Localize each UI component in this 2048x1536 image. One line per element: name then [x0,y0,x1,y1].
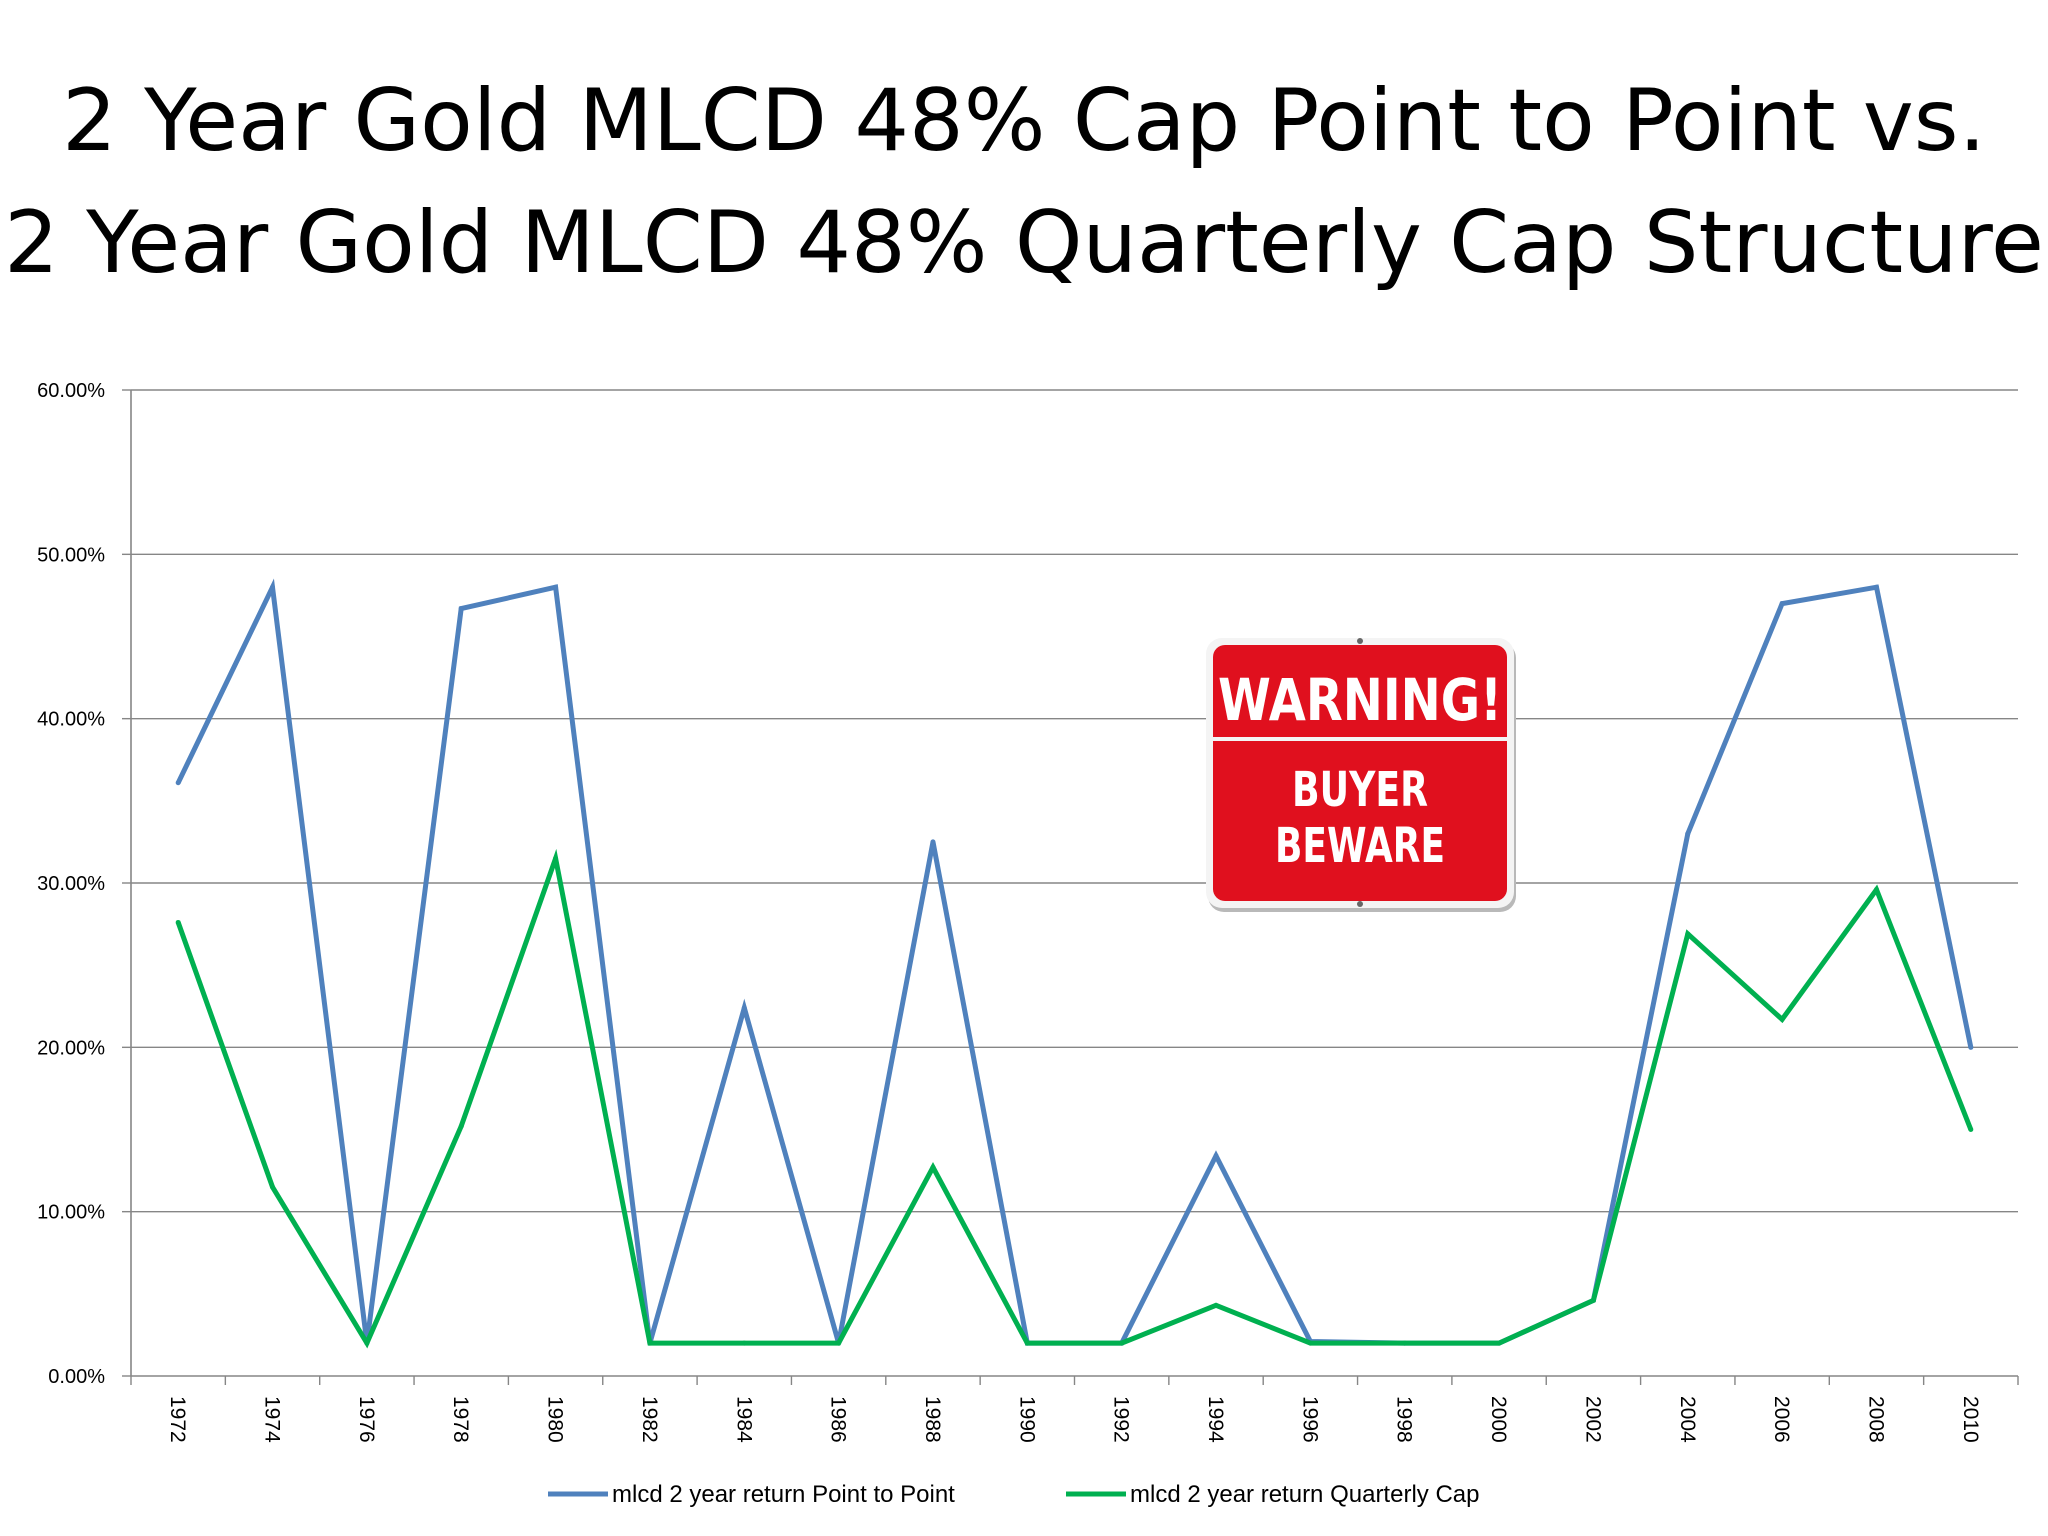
y-tick-label: 20.00% [37,1037,105,1059]
data-point [175,919,181,925]
data-point [1590,1297,1596,1303]
series-line-point-to-point [175,578,1974,1346]
data-point [741,1005,747,1011]
x-tick-label: 1982 [638,1396,661,1443]
data-point [647,1340,653,1346]
data-point [270,584,276,590]
data-point [553,855,559,861]
data-point [1873,887,1879,893]
series-lines [175,578,1974,1349]
chart-title: 2 Year Gold MLCD 48% Cap Point to Point … [0,60,2048,304]
x-tick-label: 1996 [1298,1396,1321,1443]
series-line-quarterly-cap [175,848,1974,1349]
data-point [458,1123,464,1129]
legend: mlcd 2 year return Point to Point mlcd 2 … [548,1481,1479,1508]
data-point [1685,831,1691,837]
data-point [1119,1340,1125,1346]
x-tick-label: 1990 [1015,1396,1038,1443]
x-tick-label: 2004 [1676,1396,1699,1443]
title-line-2: 2 Year Gold MLCD 48% Quarterly Cap Struc… [4,193,2044,293]
data-point [364,1340,370,1346]
gridlines [131,389,2018,1213]
data-point [741,1340,747,1346]
x-tick-label: 1980 [544,1396,567,1443]
axes [122,389,2019,1385]
sign-line-2: BEWARE [1275,818,1445,874]
data-point [1873,584,1879,590]
sign-screw-bottom [1357,901,1363,907]
data-point [930,1164,936,1170]
data-point [1213,1153,1219,1159]
sign-line-1: BUYER [1292,762,1428,818]
data-point [270,1184,276,1190]
x-tick-label: 1974 [261,1396,284,1443]
sign-background [1213,645,1507,901]
data-point [930,839,936,845]
sign-headline: WARNING! [1218,666,1502,734]
x-tick-label: 2010 [1959,1396,1982,1443]
x-axis-tick-labels: 1972 1974 1976 1978 1980 1982 1984 1986 1988 1990… [166,1396,1982,1443]
data-point [1685,931,1691,937]
x-tick-label: 2002 [1581,1396,1604,1443]
y-tick-label: 60.00% [37,380,105,402]
y-tick-label: 30.00% [37,873,105,895]
x-tick-label: 1988 [921,1396,944,1443]
y-tick-label: 50.00% [37,544,105,566]
x-tick-label: 2006 [1770,1396,1793,1443]
x-tick-label: 1998 [1393,1396,1416,1443]
x-tick-label: 1986 [827,1396,850,1443]
data-point [553,584,559,590]
sign-divider [1213,737,1507,741]
y-axis-tick-labels: 0.00% 10.00% 20.00% 30.00% 40.00% 50.00% 60.00… [37,380,105,1388]
x-tick-label: 1994 [1204,1396,1227,1443]
x-tick-label: 1978 [449,1396,472,1443]
data-point [1779,1016,1785,1022]
x-tick-label: 2008 [1864,1396,1887,1443]
data-point [1968,1127,1974,1132]
title-line-1: 2 Year Gold MLCD 48% Cap Point to Point … [62,71,1986,171]
x-tick-label: 1972 [166,1396,189,1443]
y-tick-label: 0.00% [48,1366,105,1388]
data-point [836,1340,842,1346]
data-point [1968,1044,1974,1050]
x-tick-label: 1992 [1110,1396,1133,1443]
data-point [1402,1340,1408,1346]
x-tick-label: 1984 [732,1396,755,1443]
y-tick-label: 40.00% [37,709,105,731]
y-tick-label: 10.00% [37,1202,105,1224]
data-point [458,606,464,612]
data-point [1307,1340,1313,1346]
sign-screw-top [1357,638,1363,644]
warning-sign: WARNING! BUYER BEWARE [1206,638,1516,912]
data-point [1779,601,1785,607]
data-point [1213,1302,1219,1308]
x-tick-label: 2000 [1487,1396,1510,1443]
x-tick-label: 1976 [355,1396,378,1443]
legend-label: mlcd 2 year return Point to Point [612,1481,955,1508]
legend-label: mlcd 2 year return Quarterly Cap [1130,1481,1479,1508]
data-point [1496,1340,1502,1346]
data-point [1024,1340,1030,1346]
data-point [175,780,181,786]
